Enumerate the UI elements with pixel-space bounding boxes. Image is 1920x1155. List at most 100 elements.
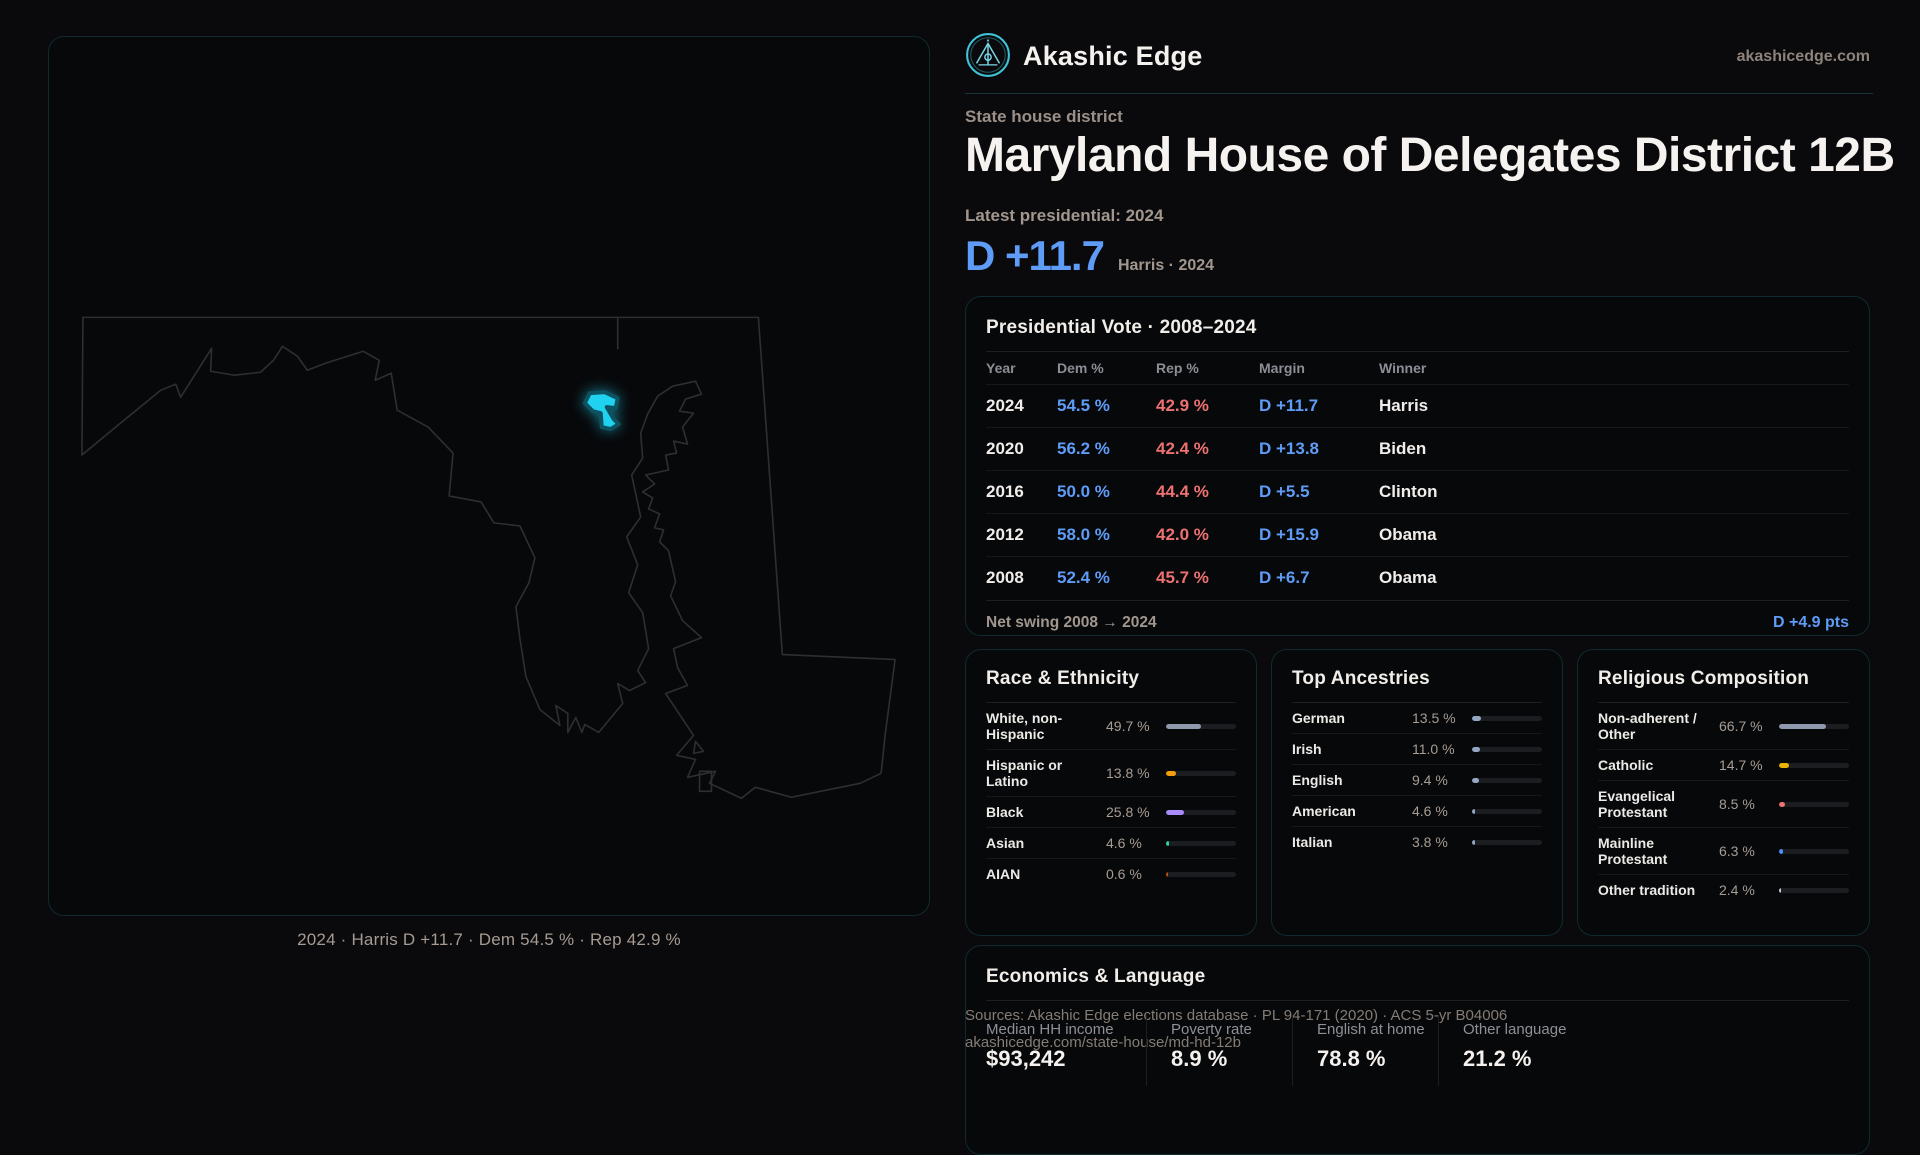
bar-track: [1779, 801, 1849, 807]
district-map-panel: [48, 36, 930, 916]
bar-label: Evangelical Protestant: [1598, 788, 1676, 820]
stat-label: Other language: [1463, 1021, 1567, 1038]
list-item: American 4.6 %: [1292, 795, 1542, 826]
cell-margin: D +15.9: [1259, 525, 1320, 544]
ancestries-panel-title: Top Ancestries: [1292, 668, 1430, 689]
bar-value: 0.6 %: [1106, 866, 1142, 882]
bar-label: Asian: [986, 835, 1025, 851]
stat-cell: Poverty rate 8.9 %: [1146, 1015, 1292, 1086]
bar-label: White, non-Hispanic: [986, 710, 1063, 742]
net-swing-row: Net swing 2008 → 2024 D +4.9 pts: [986, 600, 1849, 645]
bar-label: Italian: [1292, 834, 1333, 850]
bar-fill: [1472, 777, 1479, 783]
cell-rep: 44.4 %: [1156, 482, 1209, 501]
cell-year: 2016: [986, 482, 1024, 501]
bar-fill: [1472, 808, 1476, 814]
table-row: 2020 56.2 % 42.4 % D +13.8 Biden: [986, 427, 1849, 470]
economics-language-panel: Economics & Language Median HH income $93…: [965, 945, 1870, 1155]
cell-dem: 58.0 %: [1057, 525, 1110, 544]
bar-fill: [1166, 809, 1185, 815]
stat-label: Poverty rate: [1171, 1021, 1252, 1038]
bar-fill: [1779, 762, 1790, 768]
table-row: 2008 52.4 % 45.7 % D +6.7 Obama: [986, 556, 1849, 599]
divider: [986, 351, 1849, 352]
list-item: Irish 11.0 %: [1292, 733, 1542, 764]
race-rows: White, non-Hispanic 49.7 % Hispanic or Lat…: [986, 703, 1236, 889]
cell-year: 2012: [986, 525, 1024, 544]
cell-rep: 45.7 %: [1156, 568, 1209, 587]
bar-label: German: [1292, 710, 1345, 726]
bar-label: Other tradition: [1598, 882, 1696, 898]
headline-margin-value: D +11.7: [965, 232, 1105, 279]
stat-value: 21.2 %: [1463, 1046, 1532, 1071]
bar-value: 2.4 %: [1719, 882, 1755, 898]
bar-value: 3.8 %: [1412, 834, 1448, 850]
list-item: Evangelical Protestant 8.5 %: [1598, 780, 1849, 827]
bar-label: American: [1292, 803, 1356, 819]
bar-track: [1779, 887, 1849, 893]
list-item: Asian 4.6 %: [986, 827, 1236, 858]
maryland-map: [81, 316, 896, 800]
bar-fill: [1472, 715, 1482, 721]
headline-margin: D +11.7 Harris · 2024: [965, 232, 1214, 280]
bar-value: 25.8 %: [1106, 804, 1150, 820]
cell-year: 2020: [986, 439, 1024, 458]
brand-name: Akashic Edge: [1023, 41, 1203, 71]
table-row: 2024 54.5 % 42.9 % D +11.7 Harris: [986, 384, 1849, 427]
list-item: Black 25.8 %: [986, 796, 1236, 827]
highlighted-district-12b[interactable]: [582, 390, 621, 432]
bar-track: [1472, 808, 1542, 814]
bar-fill: [1166, 840, 1170, 846]
cell-rep: 42.0 %: [1156, 525, 1209, 544]
sources-line: Sources: Akashic Edge elections database…: [965, 1007, 1508, 1024]
state-outline: [81, 316, 896, 800]
ancestry-rows: German 13.5 % Irish 11.0 % English 9.4 % Ameri…: [1292, 703, 1542, 857]
header-divider: [965, 93, 1873, 94]
bar-track: [1779, 762, 1849, 768]
bar-label: Non-adherent / Other: [1598, 710, 1697, 742]
headline-margin-context: Harris · 2024: [1117, 257, 1215, 274]
bar-label: Black: [986, 804, 1024, 820]
bar-label: Catholic: [1598, 757, 1654, 773]
col-rep: Rep %: [1156, 360, 1199, 376]
list-item: German 13.5 %: [1292, 703, 1542, 733]
cell-margin: D +11.7: [1259, 396, 1319, 415]
cell-winner: Obama: [1379, 525, 1437, 544]
list-item: Italian 3.8 %: [1292, 826, 1542, 857]
table-row: 2016 50.0 % 44.4 % D +5.5 Clinton: [986, 470, 1849, 513]
bar-track: [1166, 770, 1236, 776]
stat-value: $93,242: [986, 1046, 1066, 1071]
bar-label: Hispanic or Latino: [986, 757, 1063, 789]
race-panel-title: Race & Ethnicity: [986, 668, 1140, 689]
bar-track: [1472, 839, 1542, 845]
religion-rows: Non-adherent / Other 66.7 % Catholic 14.7 %…: [1598, 703, 1849, 905]
col-year: Year: [986, 360, 1016, 376]
list-item: Catholic 14.7 %: [1598, 749, 1849, 780]
bar-fill: [1779, 848, 1784, 854]
bar-fill: [1779, 887, 1781, 893]
bar-track: [1779, 723, 1849, 729]
bar-fill: [1779, 723, 1826, 729]
cell-margin: D +13.8: [1259, 439, 1320, 458]
bar-value: 14.7 %: [1719, 757, 1763, 773]
map-caption: 2024 · Harris D +11.7 · Dem 54.5 % · Rep…: [297, 930, 681, 949]
table-row: 2012 58.0 % 42.0 % D +15.9 Obama: [986, 513, 1849, 556]
divider: [1598, 702, 1849, 703]
stat-cell: English at home 78.8 %: [1292, 1015, 1438, 1086]
bar-track: [1472, 777, 1542, 783]
bar-track: [1166, 723, 1236, 729]
race-ethnicity-panel: Race & Ethnicity White, non-Hispanic 49.7…: [965, 649, 1257, 936]
cell-dem: 54.5 %: [1057, 396, 1110, 415]
bar-fill: [1166, 770, 1176, 776]
economics-stats: Median HH income $93,242 Poverty rate 8.9 %…: [986, 1015, 1849, 1086]
brand-site-link[interactable]: akashicedge.com: [1736, 48, 1870, 65]
bar-label: Mainline Protestant: [1598, 835, 1668, 867]
cell-margin: D +6.7: [1259, 568, 1310, 587]
cell-rep: 42.9 %: [1156, 396, 1209, 415]
cell-dem: 52.4 %: [1057, 568, 1110, 587]
list-item: White, non-Hispanic 49.7 %: [986, 703, 1236, 749]
stat-value: 8.9 %: [1171, 1046, 1228, 1071]
bar-track: [1166, 871, 1236, 877]
col-dem: Dem %: [1057, 360, 1104, 376]
bar-label: English: [1292, 772, 1343, 788]
